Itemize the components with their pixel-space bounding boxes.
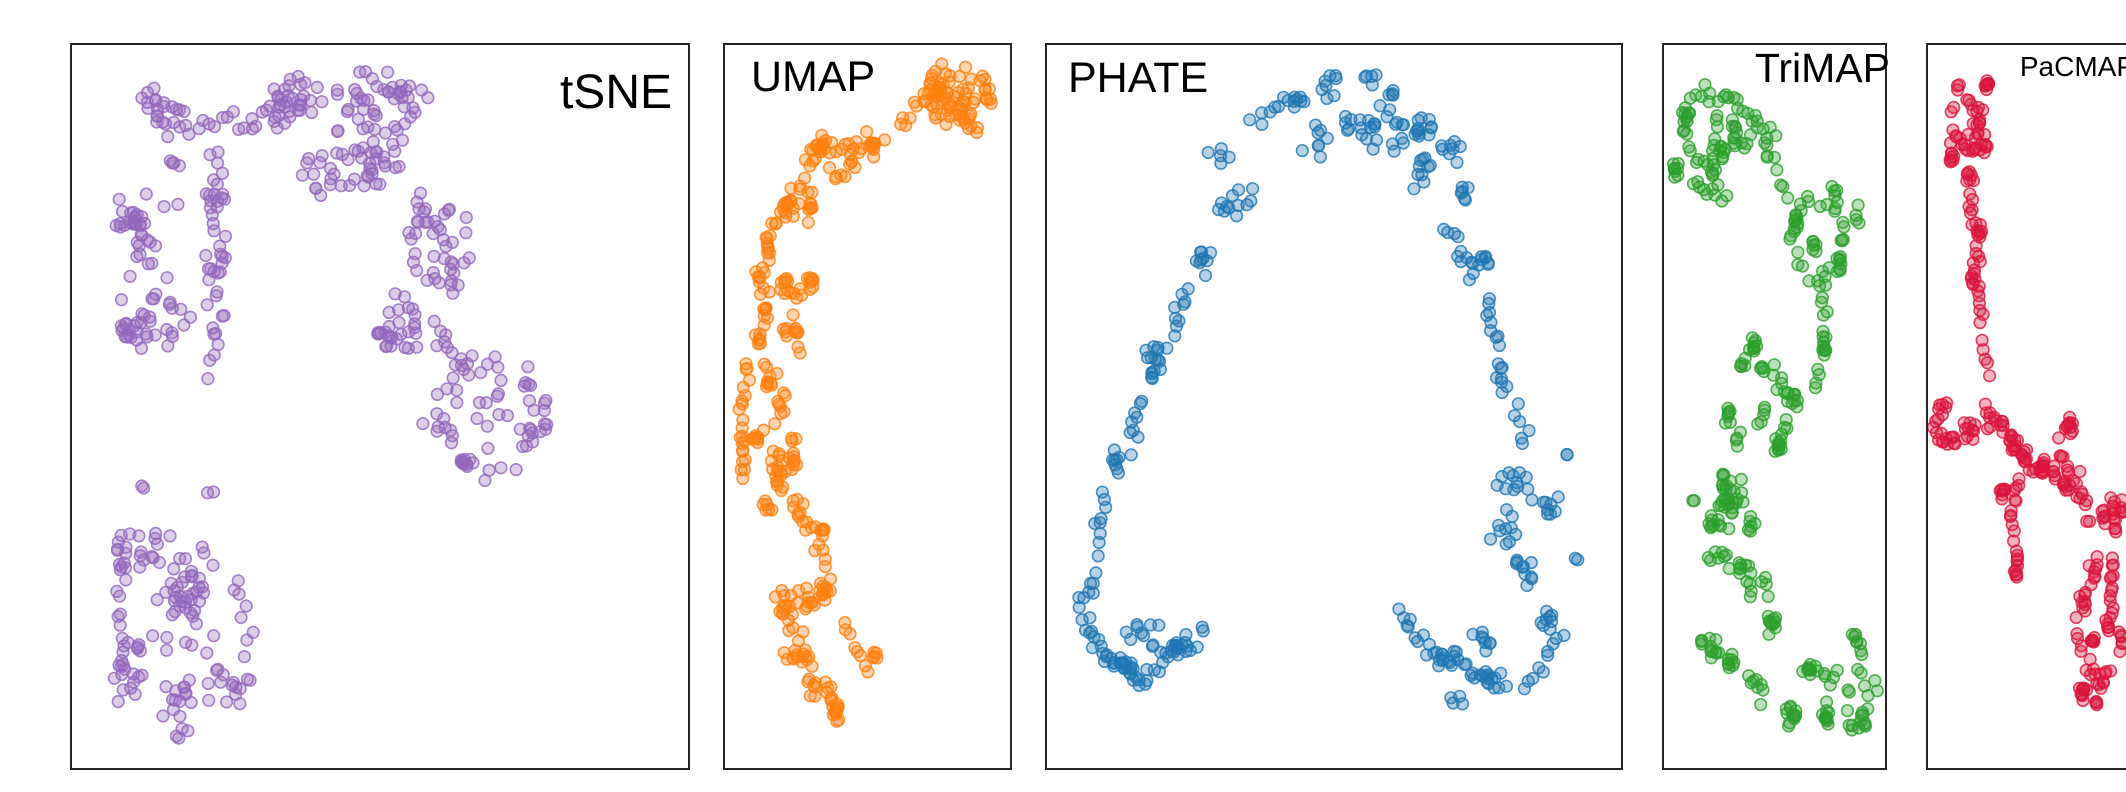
scatter-canvas-phate [1072,68,1585,711]
scatter-canvas-pacmap [1928,74,2126,712]
panel-title-umap: UMAP [751,53,876,101]
panel-title-trimap: TriMAP [1754,45,1890,91]
panel-title-pacmap: PaCMAP [2019,51,2126,82]
scatter-canvas-tsne [107,65,554,745]
scatter-panel-pacmap: PaCMAP [1926,43,2126,770]
scatter-panel-tsne: tSNE [70,43,690,770]
scatter-panel-phate: PHATE [1045,43,1623,770]
panel-title-phate: PHATE [1068,54,1209,102]
scatter-canvas-trimap [1667,78,1884,737]
scatter-panel-umap: UMAP [723,43,1012,770]
scatter-canvas-umap [732,57,998,728]
panel-title-tsne: tSNE [559,66,672,119]
scatter-panel-trimap: TriMAP [1662,43,1890,770]
